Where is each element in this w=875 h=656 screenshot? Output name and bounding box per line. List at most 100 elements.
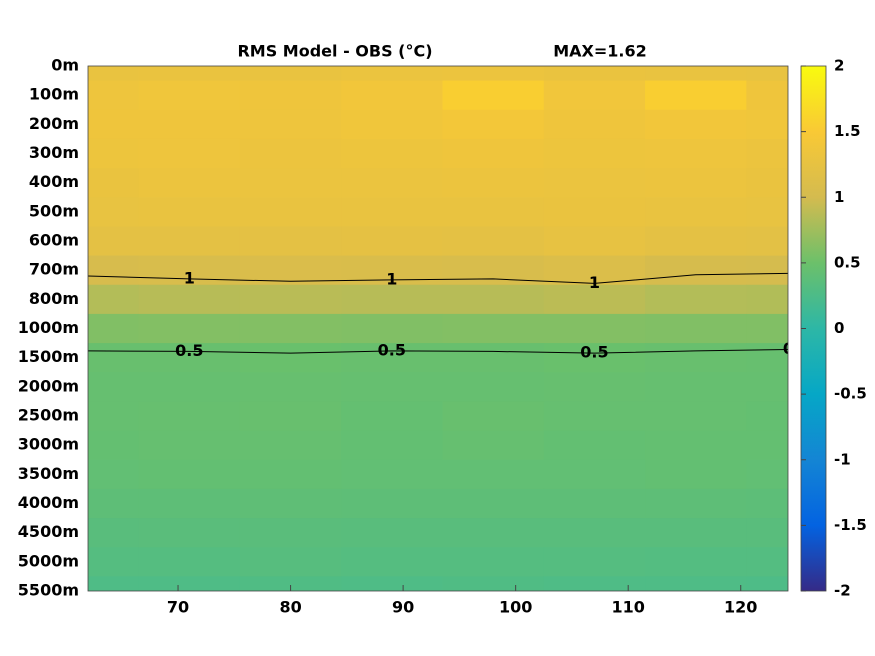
field-cell [239,430,342,461]
field-cell [138,401,241,432]
y-tick-label: 3500m [18,464,79,483]
colorbar-tick-label: 1 [834,188,844,206]
contour-label: 0.5 [175,341,203,360]
colorbar-tick-label: -0.5 [834,385,867,403]
field-cell [239,109,342,140]
field-cell [442,343,545,373]
field-cell [239,197,342,227]
field-cell [543,430,646,461]
field-cell [138,343,241,373]
field-cell [442,168,545,198]
y-tick-label: 4000m [18,493,79,512]
y-tick-label: 1000m [18,318,79,337]
field-cell [543,80,646,111]
y-tick-label: 300m [29,143,79,162]
field-cell [746,109,788,140]
field-cell [746,284,788,315]
contour-label: 0.5 [378,340,406,359]
contour-line [88,272,788,284]
colorbar-tick-label: -2 [834,582,851,600]
field-cell [645,138,747,169]
x-tick-label: 80 [279,598,301,617]
plot-frame [87,65,789,592]
contour-label: 1 [589,273,600,292]
field-cell [138,226,241,257]
field-cell [138,488,241,519]
field-cell [543,109,646,140]
field-cell [543,576,646,591]
field-cell [746,226,788,257]
colorbar-tick-label: 0 [834,319,844,337]
field-cell [341,576,444,591]
field-cell [543,518,646,548]
field-cell [442,138,545,169]
field-cell [645,168,747,198]
field-cell [746,168,788,198]
field-cell [138,255,241,286]
field-cell [88,313,140,344]
y-tick-label: 5500m [18,581,79,600]
x-tick-label: 120 [724,598,757,617]
field-cell [138,197,241,227]
field-cell [543,401,646,432]
field-cell [239,80,342,111]
field-cell [442,226,545,257]
field-cell [543,66,646,82]
field-cell [341,168,444,198]
field-cell [341,488,444,519]
field-cell [543,459,646,490]
field-cell [239,518,342,548]
field-cell [645,109,747,140]
field-cell [645,255,747,286]
y-tick-label: 4500m [18,522,79,541]
field-cell [746,576,788,591]
x-tick-label: 100 [499,598,532,617]
field-cell [746,518,788,548]
field-cell [746,66,788,82]
field-cell [341,430,444,461]
y-tick-label: 100m [29,85,79,104]
field-cell [746,255,788,286]
field-cell [138,459,241,490]
field-cell [239,138,342,169]
field-cell [88,459,140,490]
field-cell [746,372,788,402]
field-cell [645,66,747,82]
colorbar-tick-label: 2 [834,57,844,75]
field-cell [88,488,140,519]
field-cell [341,343,444,373]
y-tick-label: 0m [51,56,79,75]
field-cell [645,284,747,315]
field-cell [138,518,241,548]
field-cell [88,138,140,169]
field-cell [239,488,342,519]
field-cell [138,109,241,140]
field-cell [88,255,140,286]
y-tick-label: 700m [29,260,79,279]
field-cell [746,547,788,577]
field-cell [341,66,444,82]
field-cell [746,459,788,490]
field-cell [442,197,545,227]
field-cell [88,197,140,227]
field-cell [239,372,342,402]
field-cell [138,547,241,577]
field-cell [442,576,545,591]
field-cell [341,401,444,432]
y-tick-label: 2000m [18,376,79,395]
field-cell [543,226,646,257]
field-cell [341,109,444,140]
field-cell [239,168,342,198]
field-cell [645,488,747,519]
field-cell [239,313,342,344]
field-cell [442,401,545,432]
field-cell [341,197,444,227]
field-cell [138,284,241,315]
y-tick-label: 1500m [18,347,79,366]
field-cell [239,66,342,82]
field-cell [645,576,747,591]
field-cell [341,226,444,257]
field-cell [543,168,646,198]
field-cell [645,547,747,577]
